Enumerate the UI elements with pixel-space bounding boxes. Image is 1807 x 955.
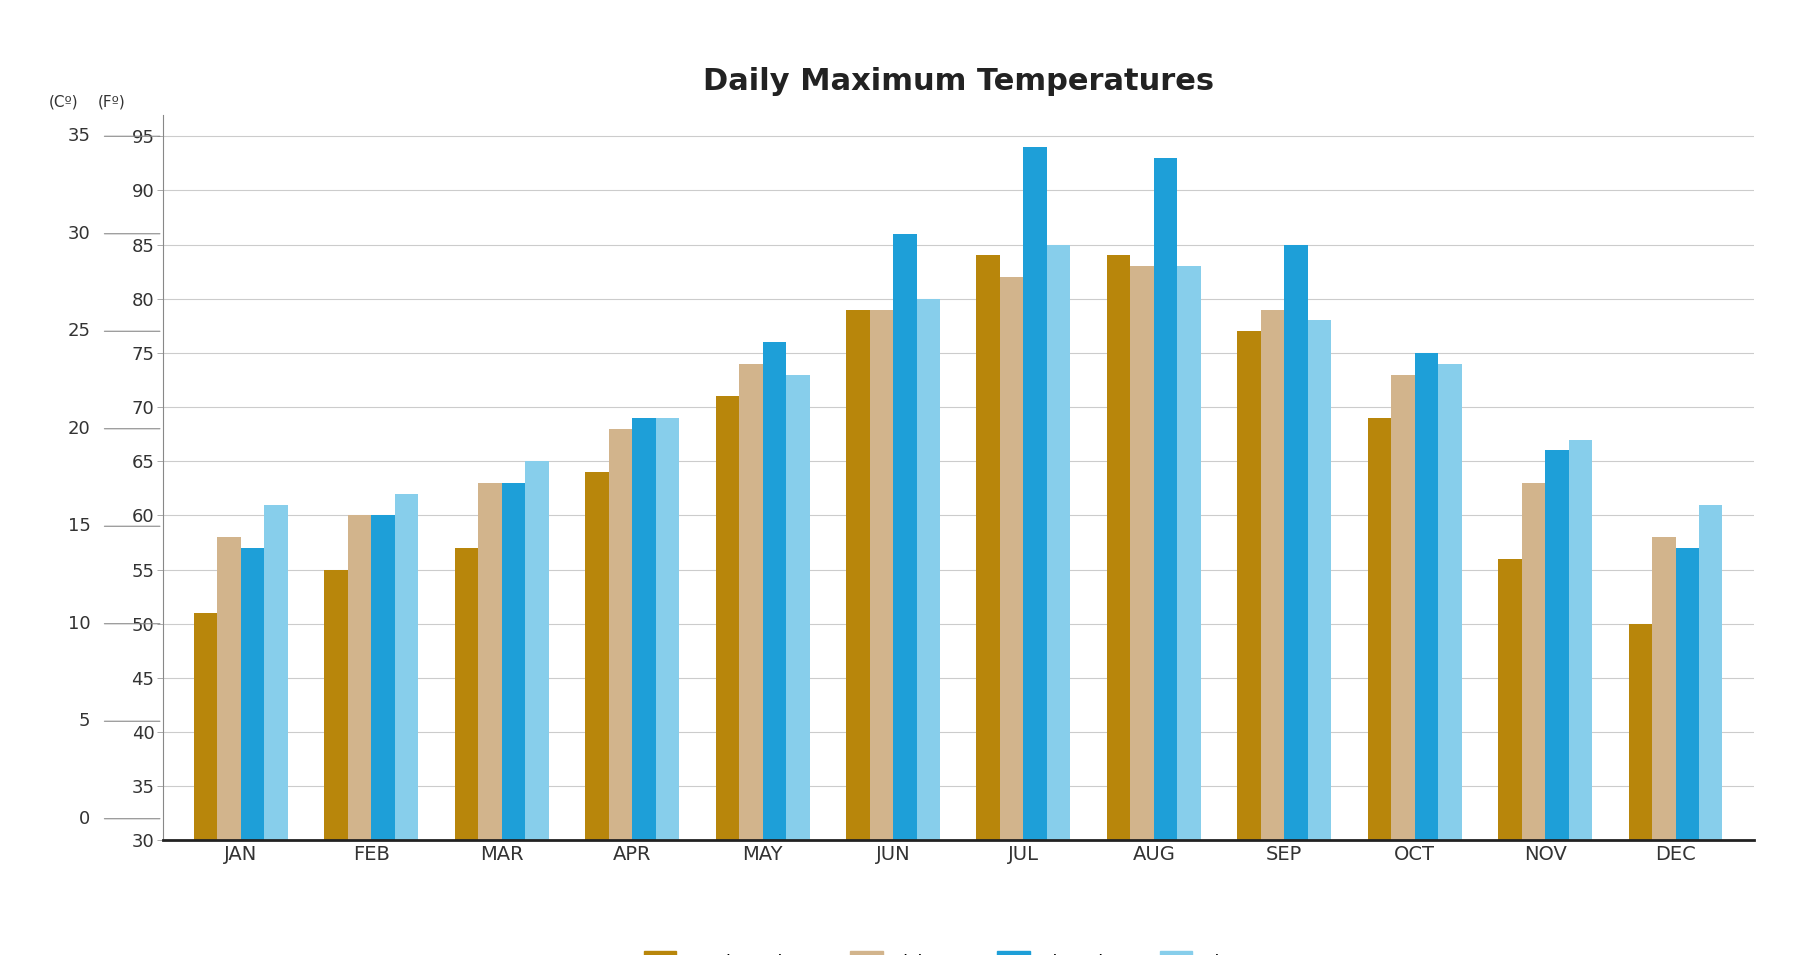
Bar bbox=[1306, 321, 1330, 955]
Bar bbox=[1176, 266, 1200, 955]
Bar bbox=[1366, 418, 1390, 955]
Bar bbox=[656, 418, 679, 955]
Bar bbox=[1259, 309, 1283, 955]
Bar bbox=[193, 613, 217, 955]
Bar bbox=[1023, 147, 1046, 955]
Bar bbox=[1106, 255, 1129, 955]
Bar bbox=[1652, 537, 1675, 955]
Bar bbox=[1153, 158, 1176, 955]
Bar bbox=[1046, 244, 1070, 955]
Bar bbox=[1283, 244, 1306, 955]
Text: 20: 20 bbox=[67, 420, 90, 437]
Bar bbox=[893, 234, 916, 955]
Bar bbox=[479, 483, 502, 955]
Bar bbox=[739, 364, 763, 955]
Text: (Cº): (Cº) bbox=[49, 95, 78, 110]
Text: 0: 0 bbox=[80, 810, 90, 828]
Bar bbox=[585, 472, 609, 955]
Bar bbox=[1413, 353, 1437, 955]
Title: Daily Maximum Temperatures: Daily Maximum Temperatures bbox=[703, 67, 1212, 96]
Bar bbox=[347, 516, 370, 955]
Bar bbox=[869, 309, 893, 955]
Text: 15: 15 bbox=[67, 518, 90, 535]
Bar bbox=[916, 299, 940, 955]
Bar bbox=[323, 569, 347, 955]
Bar bbox=[1568, 439, 1592, 955]
Bar bbox=[370, 516, 394, 955]
Bar bbox=[1521, 483, 1545, 955]
Bar bbox=[632, 418, 656, 955]
Bar bbox=[240, 548, 264, 955]
Bar bbox=[1675, 548, 1699, 955]
Bar bbox=[455, 548, 479, 955]
Bar bbox=[1628, 624, 1652, 955]
Bar bbox=[217, 537, 240, 955]
Bar bbox=[1129, 266, 1153, 955]
Bar bbox=[786, 374, 810, 955]
Legend: North Region, Lisbon, Alentejo, Algarve: North Region, Lisbon, Alentejo, Algarve bbox=[636, 944, 1279, 955]
Bar bbox=[1545, 451, 1568, 955]
Text: 25: 25 bbox=[67, 322, 90, 340]
Bar bbox=[1437, 364, 1460, 955]
Text: 30: 30 bbox=[67, 224, 90, 243]
Bar bbox=[1699, 504, 1722, 955]
Bar bbox=[999, 277, 1023, 955]
Bar bbox=[609, 429, 632, 955]
Bar bbox=[1498, 559, 1521, 955]
Bar bbox=[716, 396, 739, 955]
Text: 10: 10 bbox=[69, 615, 90, 633]
Text: 5: 5 bbox=[80, 712, 90, 731]
Bar bbox=[394, 494, 417, 955]
Bar bbox=[1390, 374, 1413, 955]
Bar bbox=[763, 342, 786, 955]
Text: (Fº): (Fº) bbox=[98, 95, 126, 110]
Bar bbox=[264, 504, 287, 955]
Bar bbox=[1236, 331, 1259, 955]
Text: 35: 35 bbox=[67, 127, 90, 145]
Bar bbox=[526, 461, 549, 955]
Bar bbox=[502, 483, 526, 955]
Bar bbox=[976, 255, 999, 955]
Bar bbox=[846, 309, 869, 955]
